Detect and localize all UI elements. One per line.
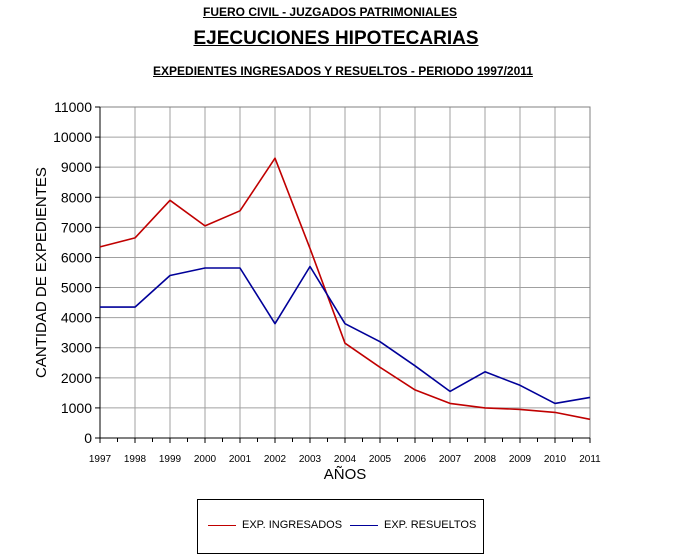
x-axis-label: AÑOS	[324, 466, 367, 483]
chart-legend: EXP. INGRESADOS EXP. RESUELTOS	[197, 499, 484, 554]
y-tick-label: 9000	[61, 159, 92, 175]
x-tick-label: 1999	[159, 454, 182, 465]
y-tick-label: 8000	[61, 189, 92, 205]
x-tick-label: 2003	[299, 454, 322, 465]
y-tick-label: 4000	[61, 310, 92, 326]
legend-item-ingresados: EXP. INGRESADOS	[208, 519, 342, 531]
chart-title: EJECUCIONES HIPOTECARIAS	[193, 28, 479, 49]
series-lines	[99, 157, 591, 421]
x-tick-label: 2010	[544, 454, 567, 465]
legend-label-resueltos: EXP. RESUELTOS	[384, 519, 477, 531]
y-tick-label: 11000	[54, 99, 92, 115]
legend-swatch-ingresados	[208, 524, 236, 526]
x-tick-label: 1997	[89, 454, 112, 465]
chart-supertitle: FUERO CIVIL - JUZGADOS PATRIMONIALES	[202, 5, 457, 19]
y-tick-label: 2000	[61, 370, 92, 386]
series-line-resueltos	[100, 265, 591, 405]
x-tick-label: 2001	[229, 454, 252, 465]
y-axis-ticks: 0 1000 2000 3000 4000 5000 6000 7000 8000 9000 100…	[53, 99, 100, 446]
y-tick-label: 10000	[53, 129, 92, 145]
x-tick-label: 2007	[439, 454, 462, 465]
x-tick-label: 2004	[334, 454, 357, 465]
x-tick-label: 2011	[579, 454, 601, 465]
y-tick-label: 3000	[61, 340, 92, 356]
legend-swatch-resueltos	[350, 524, 378, 526]
x-axis-ticks: 1997 1998 1999 2000 2001 2002 2003 2004 2005 2006…	[89, 438, 601, 465]
y-tick-label: 0	[84, 430, 92, 446]
y-tick-label: 6000	[61, 249, 92, 265]
series-line-ingresados	[99, 157, 591, 421]
legend-item-resueltos: EXP. RESUELTOS	[350, 519, 476, 531]
line-chart: 0 1000 2000 3000 4000 5000 6000 7000 8000 9000 100…	[33, 99, 601, 483]
x-tick-label: 2002	[264, 454, 287, 465]
x-tick-label: 2005	[369, 454, 392, 465]
x-tick-label: 2009	[509, 454, 532, 465]
y-tick-label: 7000	[61, 219, 92, 235]
y-tick-label: 5000	[61, 280, 92, 296]
y-axis-label: CANTIDAD DE EXPEDIENTES	[33, 167, 50, 378]
legend-label-ingresados: EXP. INGRESADOS	[242, 519, 343, 531]
x-tick-label: 2000	[194, 454, 217, 465]
x-tick-label: 2008	[474, 454, 497, 465]
x-tick-label: 2006	[404, 454, 427, 465]
chart-grid	[99, 106, 591, 439]
y-tick-label: 1000	[61, 400, 92, 416]
x-tick-label: 1998	[124, 454, 147, 465]
chart-subtitle: EXPEDIENTES INGRESADOS Y RESUELTOS - PER…	[153, 64, 533, 78]
